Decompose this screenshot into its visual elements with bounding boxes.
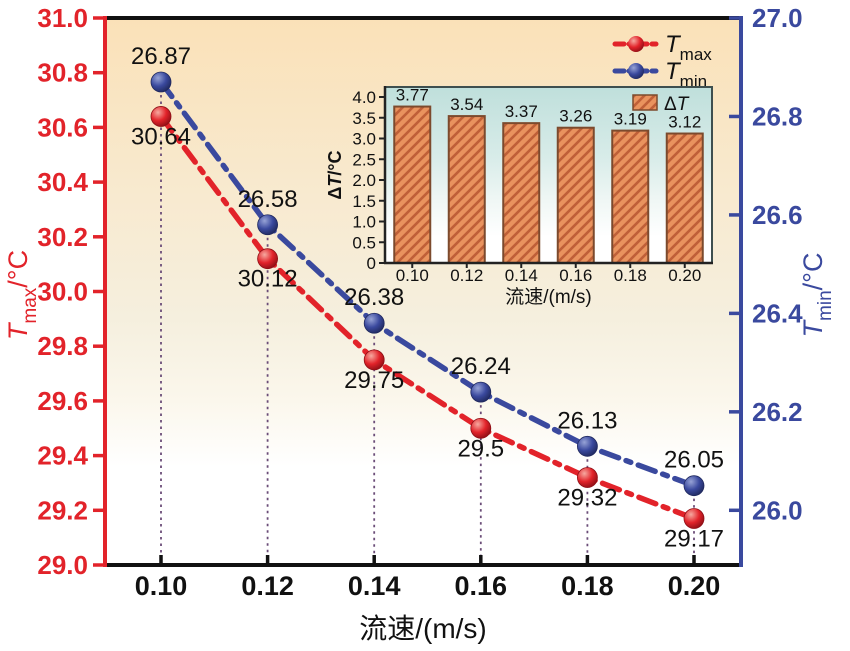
left-tick-label: 30.0 bbox=[37, 277, 88, 307]
inset-x-tick-label: 0.18 bbox=[614, 266, 647, 285]
inset-y-tick-label: 0.5 bbox=[352, 233, 376, 252]
series-line bbox=[158, 79, 697, 489]
bottom-tick-label: 0.20 bbox=[668, 571, 721, 601]
bottom-tick-label: 0.18 bbox=[561, 571, 614, 601]
data-point-label: 30.12 bbox=[238, 266, 298, 293]
bar-hatch bbox=[447, 115, 486, 264]
inset-x-axis-title: 流速/(m/s) bbox=[505, 286, 592, 308]
data-point-label: 26.24 bbox=[451, 353, 511, 380]
inset-y-tick-label: 2.0 bbox=[352, 171, 376, 190]
inset-bar-chart: 3.77 3.54 3.37 3.26 3.19 3.12 0 0.51.0 1.5 2.0 2.5… bbox=[325, 86, 713, 308]
bar-value-label: 3.26 bbox=[559, 107, 592, 126]
data-point bbox=[150, 71, 172, 93]
data-point bbox=[577, 435, 598, 457]
x-axis-title: 流速/(m/s) bbox=[359, 613, 487, 644]
left-tick-label: 29.6 bbox=[37, 386, 88, 416]
data-point bbox=[470, 381, 492, 403]
axes: 31.0 30.8 30.6 30.4 30.2 30.0 29.8 29.6 29.4 29.2… bbox=[3, 3, 836, 644]
data-point-label: 29.32 bbox=[557, 484, 617, 511]
left-tick-label: 30.2 bbox=[37, 222, 88, 252]
bar-value-label: 3.19 bbox=[614, 110, 647, 129]
inset-x-tick-label: 0.14 bbox=[505, 266, 538, 285]
data-point bbox=[683, 475, 705, 497]
inset-legend: ΔT bbox=[632, 94, 690, 115]
inset-y-tick-label: 3.0 bbox=[352, 130, 376, 149]
right-tick-label: 26.4 bbox=[752, 298, 803, 328]
right-tick-label: 26.0 bbox=[752, 495, 803, 525]
data-point bbox=[257, 248, 279, 270]
data-point bbox=[150, 106, 172, 127]
left-tick-label: 31.0 bbox=[37, 3, 88, 33]
inset-legend-swatch-hatch bbox=[632, 94, 658, 111]
left-tick-label: 29.4 bbox=[37, 441, 88, 471]
inset-background bbox=[384, 86, 713, 264]
bar-value-label: 3.37 bbox=[505, 102, 538, 121]
inset-x-tick-label: 0.10 bbox=[396, 266, 429, 285]
data-point bbox=[257, 214, 279, 236]
bottom-tick-label: 0.16 bbox=[455, 571, 508, 601]
data-point bbox=[363, 312, 385, 334]
data-point-label: 26.13 bbox=[557, 407, 617, 434]
bar-hatch bbox=[502, 122, 541, 264]
legend-marker bbox=[628, 63, 644, 79]
data-point-label: 29.75 bbox=[344, 367, 404, 394]
inset-y-axis-title: ΔT/°C bbox=[325, 150, 345, 199]
inset-y-tick-label: 1.0 bbox=[352, 213, 376, 232]
series-tmax: 30.64 30.12 29.75 29.5 29.32 29.17 bbox=[131, 106, 724, 553]
left-axis-title: Tmax/°C bbox=[3, 250, 41, 340]
inset-y-tick-label: 3.5 bbox=[352, 109, 376, 128]
data-point bbox=[683, 508, 705, 529]
bottom-tick-label: 0.12 bbox=[241, 571, 294, 601]
inset-x-tick-label: 0.16 bbox=[559, 266, 592, 285]
bar-value-label: 3.12 bbox=[668, 113, 701, 132]
data-point bbox=[470, 417, 492, 439]
inset-y-tick-label: 4.0 bbox=[352, 88, 376, 107]
bar-hatch bbox=[665, 132, 704, 264]
data-point-label: 26.05 bbox=[664, 447, 724, 474]
right-axis-title: Tmin/°C bbox=[798, 253, 836, 338]
right-tick-label: 26.2 bbox=[752, 397, 803, 427]
left-tick-label: 29.0 bbox=[37, 550, 88, 580]
data-point bbox=[577, 467, 598, 488]
left-tick-label: 29.8 bbox=[37, 331, 88, 361]
series-tmin: 26.87 26.58 26.38 26.24 26.13 26.05 bbox=[131, 43, 724, 497]
right-tick-label: 27.0 bbox=[752, 3, 803, 33]
bar-hatch bbox=[556, 126, 595, 264]
right-tick-label: 26.6 bbox=[752, 200, 803, 230]
inset-y-tick-label: 1.5 bbox=[352, 192, 376, 211]
bar-value-label: 3.77 bbox=[396, 86, 429, 105]
bar-hatch bbox=[393, 105, 432, 264]
left-tick-label: 30.4 bbox=[37, 167, 88, 197]
left-tick-label: 29.2 bbox=[37, 495, 88, 525]
left-tick-label: 30.6 bbox=[37, 112, 88, 142]
data-point-label: 29.17 bbox=[664, 526, 724, 553]
series-line bbox=[158, 113, 697, 522]
legend-marker bbox=[628, 36, 644, 52]
inset-x-tick-label: 0.20 bbox=[668, 266, 701, 285]
bottom-tick-label: 0.10 bbox=[135, 571, 188, 601]
bar-hatch bbox=[611, 129, 650, 264]
inset-x-tick-label: 0.12 bbox=[450, 266, 483, 285]
inset-y-tick-label: 2.5 bbox=[352, 150, 376, 169]
inset-legend-label: ΔT bbox=[664, 94, 690, 115]
bar-value-label: 3.54 bbox=[450, 95, 483, 114]
legend-label: Tmax bbox=[665, 31, 712, 64]
left-tick-label: 30.8 bbox=[37, 58, 88, 88]
data-point-label: 26.87 bbox=[131, 43, 191, 70]
data-point-label: 26.58 bbox=[238, 186, 298, 213]
data-point-label: 29.5 bbox=[457, 435, 504, 462]
data-point bbox=[363, 349, 385, 371]
data-point-label: 26.38 bbox=[344, 284, 404, 311]
bottom-tick-label: 0.14 bbox=[348, 571, 401, 601]
right-tick-label: 26.8 bbox=[752, 101, 803, 131]
data-point-label: 30.64 bbox=[131, 123, 191, 150]
inset-y-tick-label: 0 bbox=[367, 254, 376, 273]
